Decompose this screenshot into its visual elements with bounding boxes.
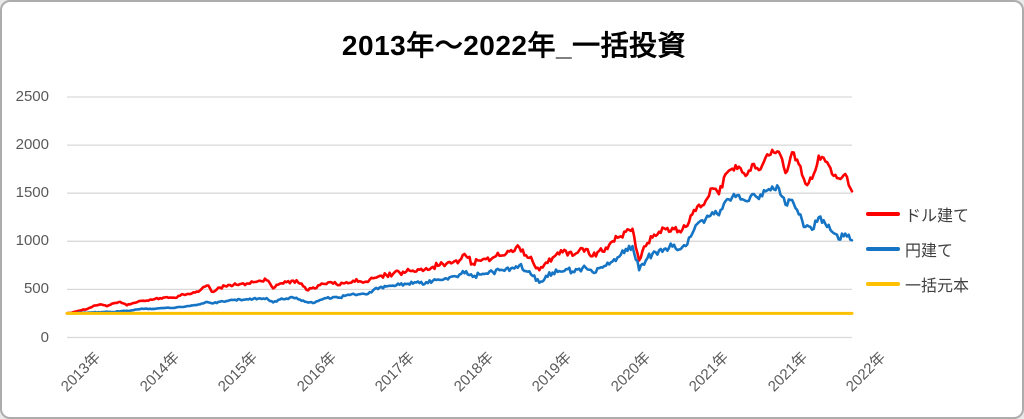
legend-item-jpy: 円建て bbox=[866, 231, 969, 266]
series-usd-line bbox=[65, 148, 854, 315]
legend-line-swatch-jpy bbox=[866, 246, 900, 251]
y-axis-tick-label: 500 bbox=[23, 280, 49, 297]
series-jpy-line bbox=[65, 184, 854, 315]
y-axis-tick-label: 1000 bbox=[15, 232, 49, 249]
y-axis-tick-label: 2000 bbox=[15, 136, 49, 153]
legend-label-jpy: 円建て bbox=[905, 242, 954, 260]
legend-label-principal: 一括元本 bbox=[905, 277, 970, 295]
y-axis-tick-label: 0 bbox=[40, 329, 49, 346]
legend-line-swatch-principal bbox=[866, 281, 900, 286]
legend-item-usd: ドル建て bbox=[866, 196, 969, 231]
chart-title: 2013年～2022年_一括投資 bbox=[341, 30, 687, 61]
legend-line-swatch-usd bbox=[866, 211, 900, 216]
legend: ドル建て 円建て 一括元本 bbox=[866, 196, 969, 301]
y-axis-tick-label: 2500 bbox=[15, 88, 49, 105]
legend-item-principal: 一括元本 bbox=[866, 266, 969, 301]
legend-label-usd: ドル建て bbox=[905, 207, 970, 225]
y-axis-tick-label: 1500 bbox=[15, 184, 49, 201]
